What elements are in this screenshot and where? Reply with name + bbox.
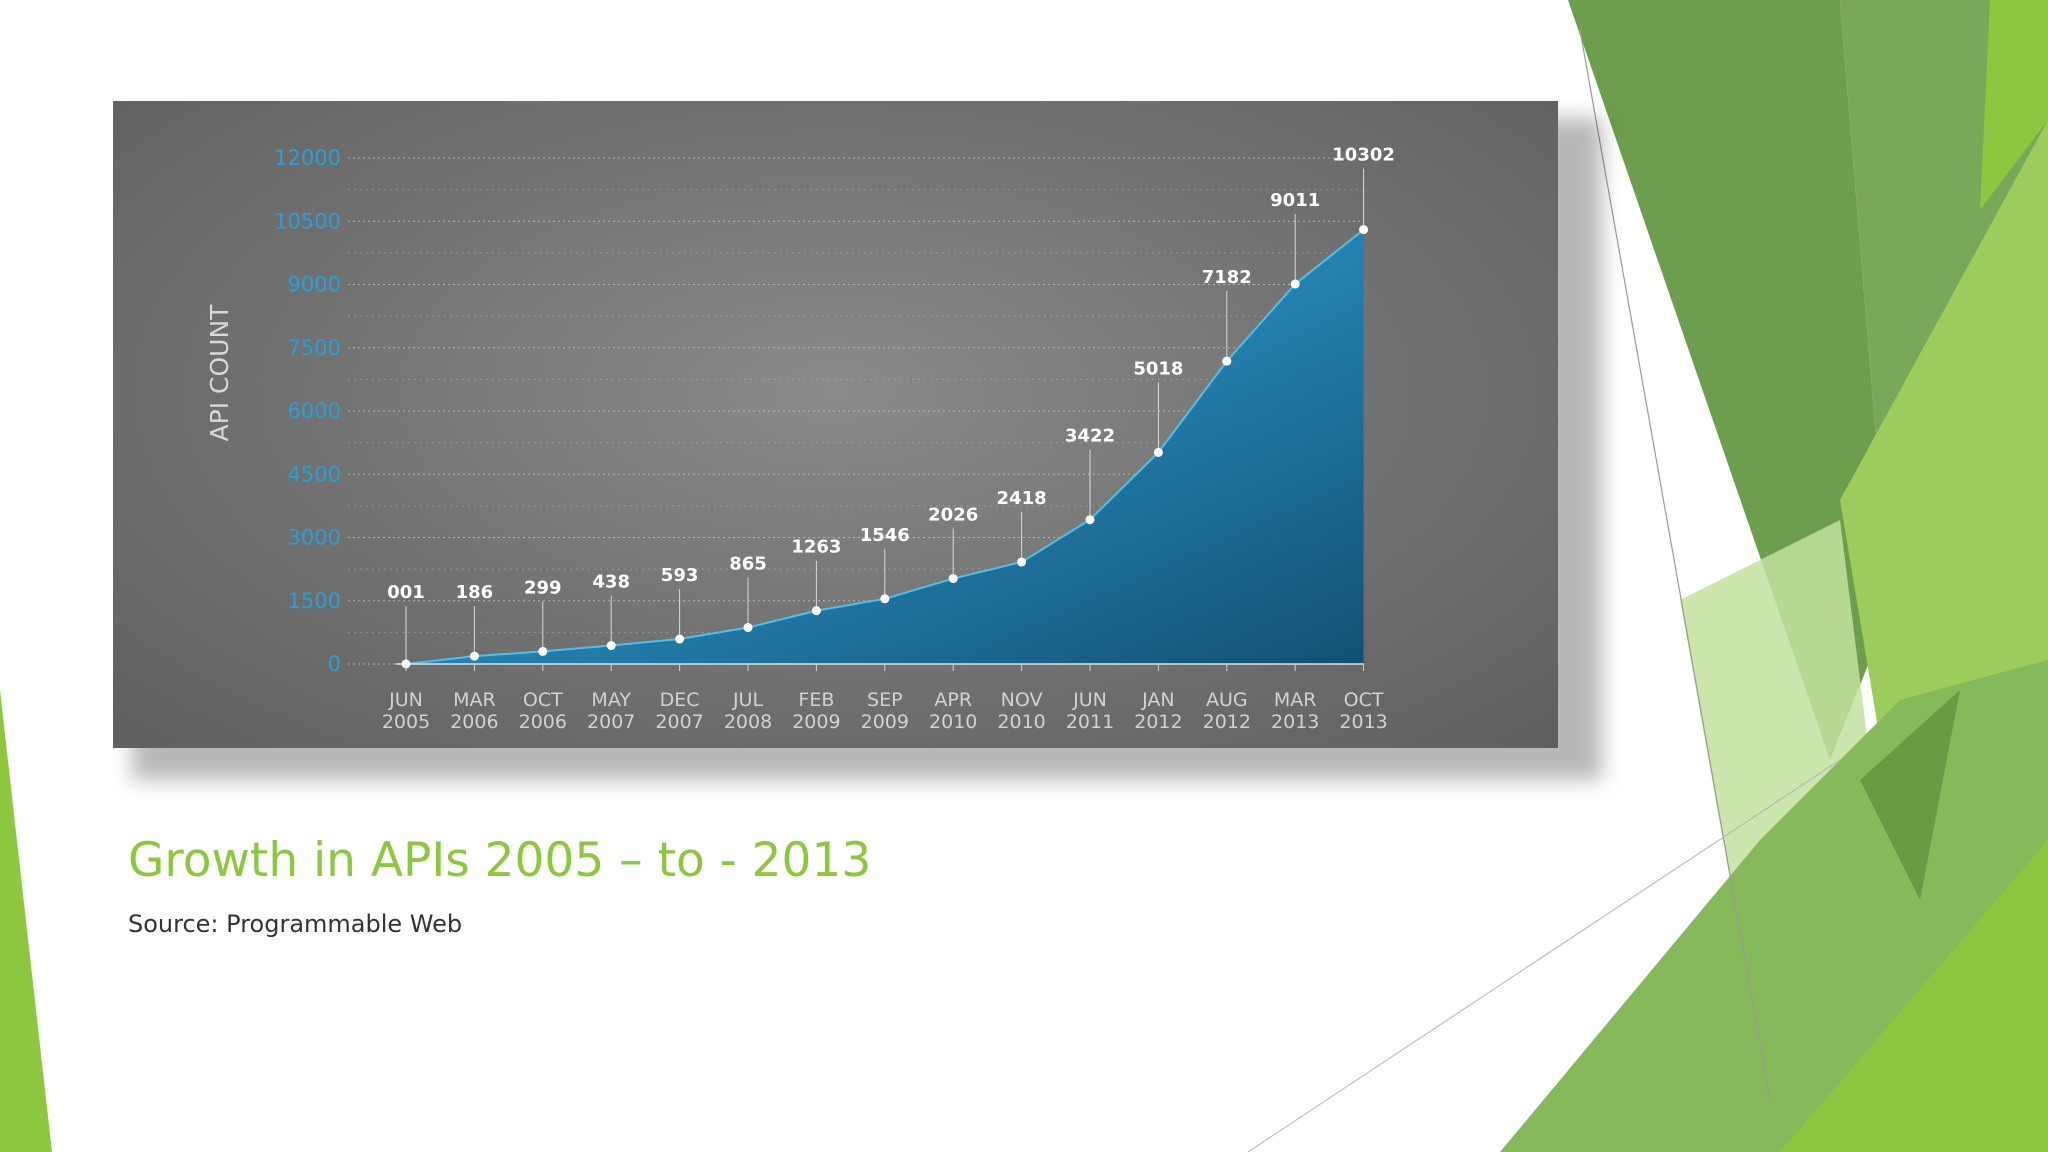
y-tick-label: 4500	[288, 462, 341, 486]
area-series	[406, 229, 1364, 664]
x-tick-label: MAR 2006	[450, 689, 498, 733]
x-tick-label: MAY 2007	[587, 689, 635, 733]
data-value-label: 9011	[1270, 190, 1320, 211]
chart-image: 0 1500 3000 4500 6000 7500 9000 10500 12000 001 1…	[113, 101, 1558, 748]
x-tick-label: APR 2010	[929, 689, 977, 733]
y-axis-label: API COUNT	[205, 304, 234, 442]
data-point	[401, 659, 411, 669]
x-tick-label: OCT 2013	[1339, 689, 1387, 733]
data-value-label: 593	[661, 565, 699, 586]
data-value-label: 2418	[997, 488, 1047, 509]
source-note: Source: Programmable Web	[128, 910, 463, 938]
x-tick-label: JUN 2005	[382, 689, 430, 733]
y-tick-label: 6000	[288, 399, 341, 423]
decor-line	[1579, 29, 1771, 1101]
green-facet	[1860, 690, 1960, 900]
x-tick-label: FEB 2009	[792, 689, 840, 733]
data-value-label: 5018	[1133, 358, 1183, 379]
data-value-label: 299	[524, 577, 562, 598]
data-value-label: 7182	[1202, 267, 1252, 288]
data-point	[1222, 356, 1232, 366]
data-point	[880, 594, 890, 604]
x-tick-label: OCT 2006	[519, 689, 567, 733]
x-tick-label: NOV 2010	[997, 689, 1045, 733]
green-facet	[1980, 0, 2048, 210]
green-facet	[0, 690, 52, 1152]
data-value-label: 3422	[1065, 426, 1115, 447]
data-point	[948, 574, 958, 584]
x-tick-label: DEC 2007	[655, 689, 703, 733]
slide-title: Growth in APIs 2005 – to - 2013	[128, 833, 872, 888]
decor-line	[1247, 759, 1841, 1152]
data-value-label: 2026	[928, 505, 978, 526]
x-tick-label: JUN 2011	[1066, 689, 1114, 733]
y-tick-label: 7500	[288, 336, 341, 360]
data-point	[1153, 447, 1163, 457]
x-tick-label: JAN 2012	[1134, 689, 1182, 733]
x-tick-label: SEP 2009	[861, 689, 909, 733]
y-tick-label: 1500	[288, 589, 341, 613]
data-value-label: 186	[456, 582, 494, 603]
data-point	[1290, 279, 1300, 289]
x-tick-label: MAR 2013	[1271, 689, 1319, 733]
data-value-label: 1263	[791, 537, 841, 558]
data-value-label: 1546	[860, 525, 910, 546]
y-tick-label: 3000	[288, 526, 341, 550]
data-point	[469, 651, 479, 661]
data-value-label: 865	[729, 554, 767, 575]
data-value-label: 001	[387, 582, 425, 603]
y-tick-label: 9000	[288, 273, 341, 297]
data-point	[606, 641, 616, 651]
data-point	[675, 634, 685, 644]
x-tick-label: AUG 2012	[1203, 689, 1251, 733]
data-point	[538, 646, 548, 656]
y-tick-label: 12000	[274, 146, 341, 170]
green-facet	[1780, 840, 2048, 1152]
data-point	[811, 606, 821, 616]
data-value-label: 438	[592, 572, 630, 593]
data-point	[743, 623, 753, 633]
data-value-label: 10302	[1332, 145, 1395, 166]
data-point	[1085, 515, 1095, 525]
data-point	[1017, 557, 1027, 567]
x-tick-label: JUL 2008	[724, 689, 772, 733]
chart-svg: 0 1500 3000 4500 6000 7500 9000 10500 12000 001 1…	[205, 145, 1395, 733]
y-tick-label: 0	[328, 652, 341, 676]
data-point	[1359, 225, 1369, 235]
y-tick-label: 10500	[274, 209, 341, 233]
